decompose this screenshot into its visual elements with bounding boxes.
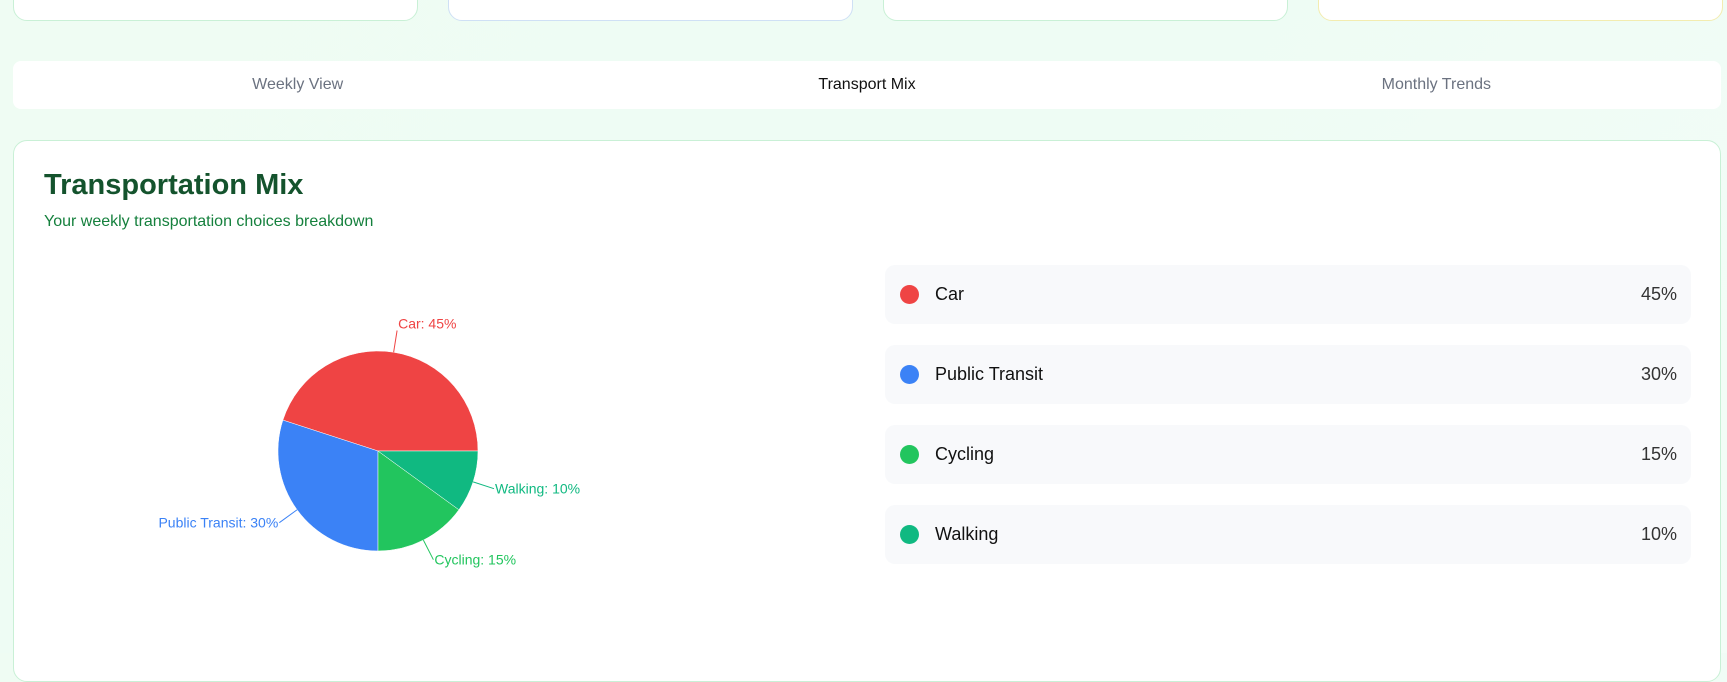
legend-value: 30% xyxy=(1640,364,1677,384)
pie-label-line xyxy=(393,330,398,353)
legend-label: Car xyxy=(935,284,965,304)
legend-label: Walking xyxy=(935,524,999,544)
view-tabs: Weekly View Transport Mix Monthly Trends xyxy=(13,61,1721,109)
legend-value: 10% xyxy=(1640,524,1677,544)
color-dot-icon xyxy=(900,445,919,464)
summary-card-2 xyxy=(448,0,853,21)
legend-value: 15% xyxy=(1640,444,1677,464)
legend-item-public-transit: Public Transit 30% xyxy=(885,345,1691,404)
pie-label-line xyxy=(279,509,298,524)
pie-slice-public-transit[interactable] xyxy=(277,419,379,552)
summary-card-1 xyxy=(13,0,418,21)
legend-value: 45% xyxy=(1640,284,1677,304)
legend-item-cycling: Cycling 15% xyxy=(885,425,1691,484)
tab-weekly-view[interactable]: Weekly View xyxy=(252,76,344,93)
transport-mix-card: Transportation Mix Your weekly transport… xyxy=(13,140,1721,682)
pie-data-label: Car: 45% xyxy=(398,316,456,332)
tab-transport-mix[interactable]: Transport Mix xyxy=(818,76,916,93)
legend-item-car: Car 45% xyxy=(885,265,1691,324)
pie-data-label: Cycling: 15% xyxy=(434,552,516,568)
color-dot-icon xyxy=(900,365,919,384)
legend-label: Public Transit xyxy=(935,364,1044,384)
legend-item-walking: Walking 10% xyxy=(885,505,1691,564)
pie-label-line xyxy=(472,481,495,490)
transport-pie-chart: Car: 45% Public Transit: 30% Cycling: 15% W… xyxy=(158,316,580,568)
transport-legend: Car 45% Public Transit 30% Cycling 15% W… xyxy=(885,265,1691,585)
pie-data-label: Public Transit: 30% xyxy=(158,515,278,531)
summary-card-4 xyxy=(1318,0,1723,21)
card-subtitle: Your weekly transportation choices break… xyxy=(44,213,374,230)
pie-label-line xyxy=(422,539,434,560)
pie-data-label: Walking: 10% xyxy=(495,481,580,497)
legend-label: Cycling xyxy=(935,444,995,464)
card-title: Transportation Mix xyxy=(44,169,304,201)
color-dot-icon xyxy=(900,285,919,304)
tab-monthly-trends[interactable]: Monthly Trends xyxy=(1381,76,1492,93)
color-dot-icon xyxy=(900,525,919,544)
summary-card-3 xyxy=(883,0,1288,21)
